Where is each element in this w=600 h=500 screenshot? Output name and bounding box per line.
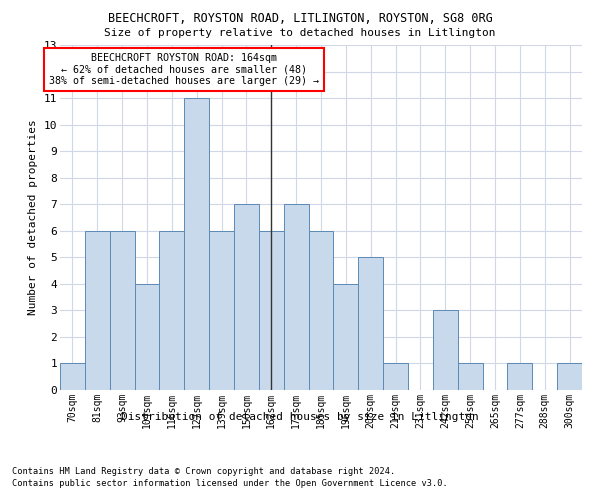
- Bar: [160, 231, 184, 390]
- Text: Distribution of detached houses by size in Litlington: Distribution of detached houses by size …: [121, 412, 479, 422]
- Bar: [557, 364, 582, 390]
- Text: Size of property relative to detached houses in Litlington: Size of property relative to detached ho…: [104, 28, 496, 38]
- Text: Contains HM Land Registry data © Crown copyright and database right 2024.: Contains HM Land Registry data © Crown c…: [12, 468, 395, 476]
- Bar: [284, 204, 308, 390]
- Bar: [433, 310, 458, 390]
- Bar: [209, 231, 234, 390]
- Bar: [259, 231, 284, 390]
- Bar: [458, 364, 482, 390]
- Bar: [134, 284, 160, 390]
- Bar: [508, 364, 532, 390]
- Bar: [184, 98, 209, 390]
- Y-axis label: Number of detached properties: Number of detached properties: [28, 120, 38, 316]
- Text: Contains public sector information licensed under the Open Government Licence v3: Contains public sector information licen…: [12, 479, 448, 488]
- Bar: [234, 204, 259, 390]
- Bar: [308, 231, 334, 390]
- Bar: [85, 231, 110, 390]
- Bar: [383, 364, 408, 390]
- Bar: [60, 364, 85, 390]
- Text: BEECHCROFT, ROYSTON ROAD, LITLINGTON, ROYSTON, SG8 0RG: BEECHCROFT, ROYSTON ROAD, LITLINGTON, RO…: [107, 12, 493, 26]
- Bar: [358, 258, 383, 390]
- Bar: [334, 284, 358, 390]
- Bar: [110, 231, 134, 390]
- Text: BEECHCROFT ROYSTON ROAD: 164sqm
← 62% of detached houses are smaller (48)
38% of: BEECHCROFT ROYSTON ROAD: 164sqm ← 62% of…: [49, 53, 319, 86]
